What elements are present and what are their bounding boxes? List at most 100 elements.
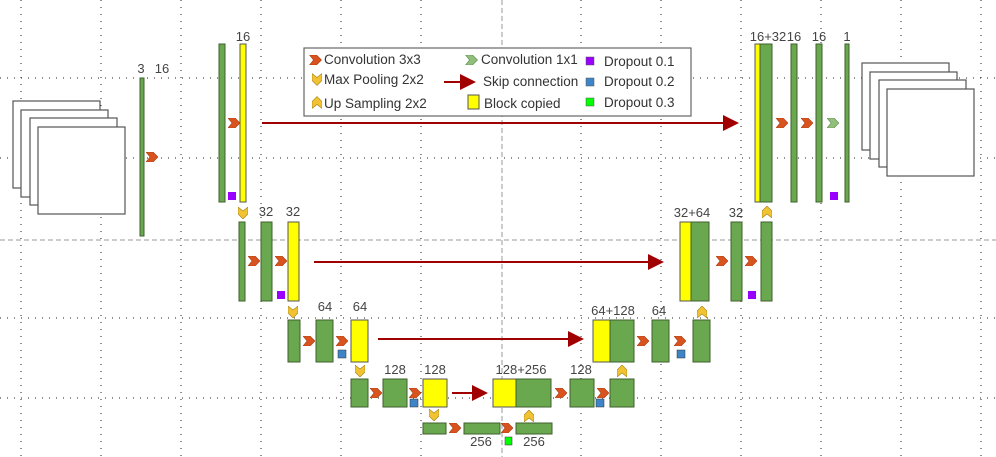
label-dec1-b: 16 bbox=[812, 29, 826, 44]
dropout1-marker bbox=[277, 291, 285, 299]
copied-block-icon bbox=[467, 94, 480, 110]
upsample-icon bbox=[762, 206, 772, 218]
label-dec4-cat: 128+256 bbox=[496, 362, 547, 377]
enc1-block-a bbox=[218, 43, 226, 203]
dropout1-marker bbox=[228, 192, 236, 200]
label-dec3-cat: 64+128 bbox=[591, 303, 635, 318]
conv3x3-icon bbox=[716, 256, 728, 266]
legend: Convolution 3x3 Max Pooling 2x2 Up Sampl… bbox=[303, 47, 692, 117]
dropout3-icon bbox=[585, 97, 595, 107]
input-layer bbox=[139, 77, 145, 237]
label-bottleneck-b: 256 bbox=[523, 434, 545, 449]
dropout3-marker bbox=[504, 436, 513, 446]
enc1-block-copied bbox=[239, 43, 247, 203]
dec1-copied bbox=[754, 43, 761, 203]
enc4-block-a bbox=[382, 378, 408, 408]
conv1x1-icon bbox=[827, 118, 839, 128]
label-input: 3 bbox=[137, 61, 144, 76]
enc2-pool bbox=[238, 221, 246, 302]
dec3-copied bbox=[592, 319, 611, 363]
conv3x3-icon bbox=[336, 336, 348, 346]
label-enc3-a: 64 bbox=[318, 299, 332, 314]
conv3x3-icon bbox=[597, 388, 609, 398]
bottleneck-block-a bbox=[463, 422, 501, 435]
enc3-block-copied bbox=[350, 319, 369, 363]
conv3x3-icon bbox=[275, 256, 287, 266]
legend-copied: Block copied bbox=[484, 96, 561, 111]
label-dec4-a: 128 bbox=[570, 362, 592, 377]
dropout1-marker bbox=[748, 291, 756, 299]
label-dec2-cat: 32+64 bbox=[674, 205, 711, 220]
legend-skip: Skip connection bbox=[483, 74, 578, 89]
upsample-icon bbox=[617, 365, 627, 377]
conv3x3-icon bbox=[501, 423, 513, 433]
label-dec2-a: 32 bbox=[729, 205, 743, 220]
enc2-block-copied bbox=[287, 221, 300, 302]
maxpool-icon bbox=[355, 365, 365, 377]
upsample-icon bbox=[697, 306, 707, 318]
label-dec1-cat: 16+32 bbox=[750, 29, 787, 44]
dec1-block-a bbox=[790, 43, 798, 203]
dec4-upsampled bbox=[515, 378, 552, 408]
enc4-pool bbox=[350, 378, 369, 408]
output-image-stack bbox=[861, 62, 975, 177]
dec3-block-b bbox=[692, 319, 711, 363]
label-l0: 16 bbox=[155, 61, 169, 76]
conv3x3-icon bbox=[228, 118, 240, 128]
conv3x3-icon bbox=[248, 256, 260, 266]
label-dec1-a: 16 bbox=[787, 29, 801, 44]
label-bottleneck-a: 256 bbox=[470, 434, 492, 449]
conv3x3-icon bbox=[745, 256, 757, 266]
legend-dropout3: Dropout 0.3 bbox=[604, 95, 675, 110]
legend-dropout2: Dropout 0.2 bbox=[604, 74, 675, 89]
dec1-block-b bbox=[815, 43, 823, 203]
conv3x3-icon bbox=[674, 336, 686, 346]
label-enc2-b: 32 bbox=[286, 204, 300, 219]
dropout1-icon bbox=[585, 56, 595, 66]
label-enc3-b: 64 bbox=[353, 299, 367, 314]
legend-upsample: Up Sampling 2x2 bbox=[324, 96, 427, 111]
conv3x3-icon bbox=[555, 388, 567, 398]
conv3x3-icon bbox=[409, 388, 421, 398]
label-enc4-b: 128 bbox=[424, 362, 446, 377]
dropout2-marker bbox=[337, 349, 347, 359]
bottleneck-pool bbox=[422, 422, 447, 435]
bottleneck-block-b bbox=[515, 422, 553, 435]
label-enc4-a: 128 bbox=[384, 362, 406, 377]
conv3x3-icon bbox=[637, 336, 649, 346]
label-output: 1 bbox=[843, 29, 850, 44]
dropout2-icon bbox=[585, 77, 595, 87]
dec4-block-a bbox=[569, 378, 595, 408]
label-enc1: 16 bbox=[236, 29, 250, 44]
conv3x3-icon bbox=[370, 388, 382, 398]
dec2-upsampled bbox=[690, 221, 710, 302]
input-image-stack bbox=[12, 100, 126, 215]
dec2-copied bbox=[679, 221, 692, 302]
legend-conv1x1: Convolution 1x1 bbox=[481, 52, 578, 67]
conv3x3-icon bbox=[776, 118, 788, 128]
maxpool-icon bbox=[238, 207, 248, 219]
dec3-block-a bbox=[651, 319, 670, 363]
dropout1-marker bbox=[830, 192, 838, 200]
output-layer bbox=[844, 43, 850, 203]
maxpool-icon bbox=[288, 306, 298, 318]
dec1-upsampled bbox=[759, 43, 773, 203]
dropout2-marker bbox=[676, 349, 686, 359]
dec3-upsampled bbox=[609, 319, 635, 363]
enc3-block-a bbox=[315, 319, 334, 363]
conv3x3-icon bbox=[449, 423, 461, 433]
enc4-block-copied bbox=[422, 378, 448, 408]
legend-maxpool: Max Pooling 2x2 bbox=[324, 72, 424, 87]
enc3-pool bbox=[287, 319, 301, 363]
label-enc2-a: 32 bbox=[259, 204, 273, 219]
legend-dropout1: Dropout 0.1 bbox=[604, 54, 675, 69]
enc2-block-a bbox=[260, 221, 273, 302]
conv3x3-icon bbox=[146, 152, 158, 162]
dropout2-marker bbox=[595, 398, 605, 408]
dec2-block-b bbox=[760, 221, 773, 302]
label-dec3-a: 64 bbox=[652, 303, 666, 318]
upsample-icon bbox=[524, 410, 534, 422]
dec4-block-b bbox=[609, 378, 635, 408]
dec4-copied bbox=[492, 378, 517, 408]
